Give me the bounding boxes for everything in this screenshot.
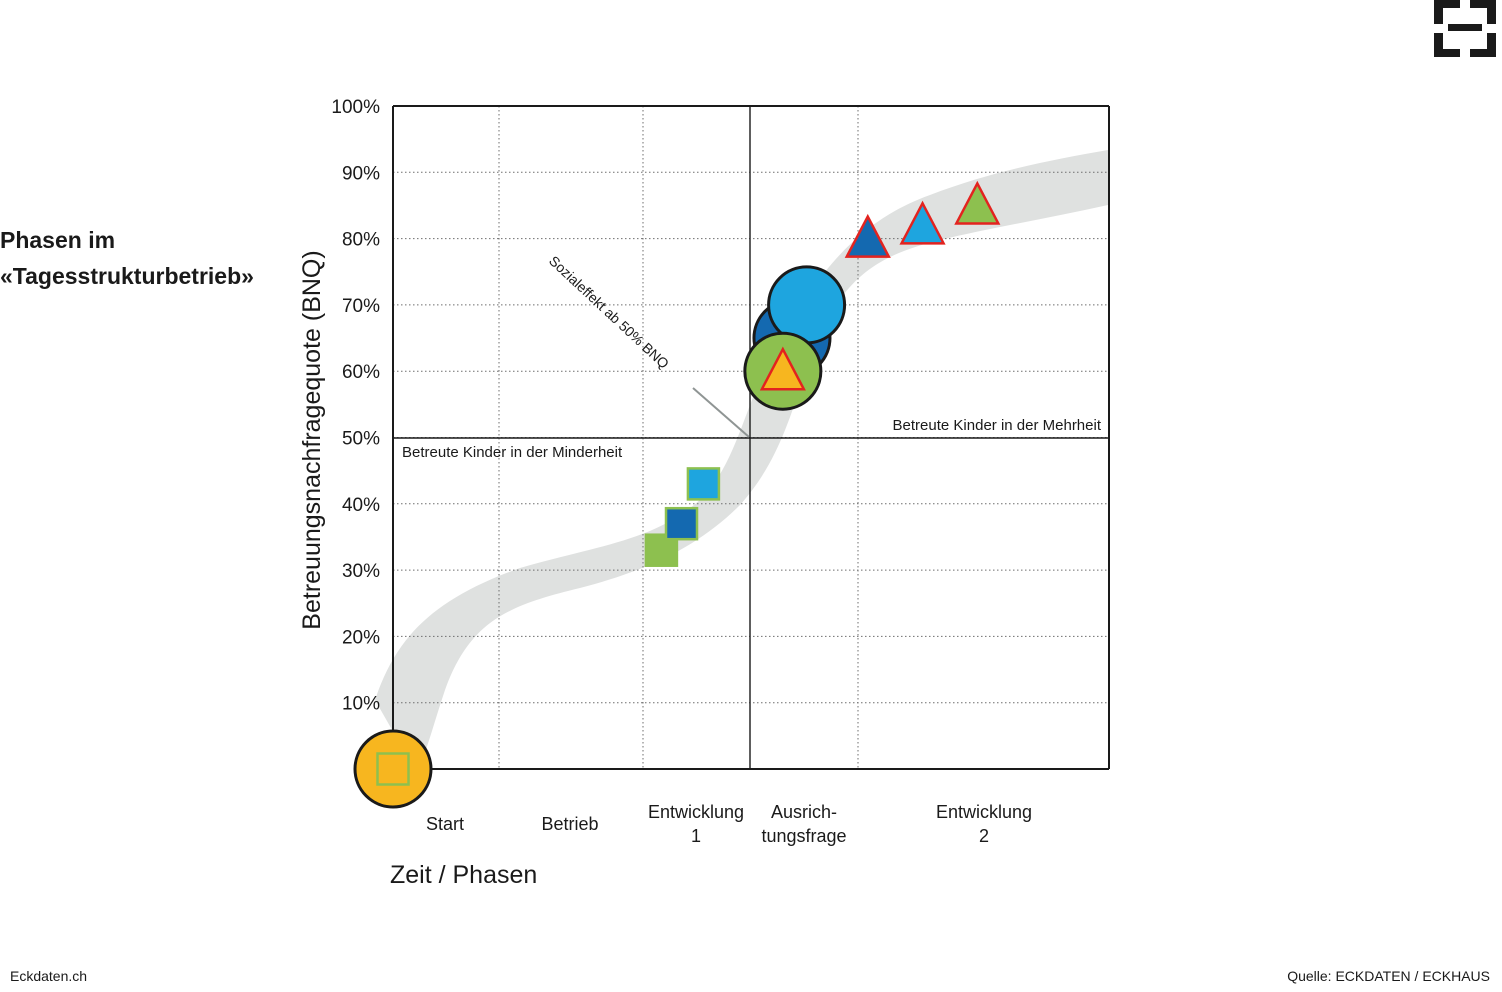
phase-label: Betrieb bbox=[541, 814, 598, 834]
marker-layer bbox=[353, 180, 1001, 809]
triangle-marker bbox=[759, 346, 806, 391]
phase-label: 2 bbox=[979, 826, 989, 846]
y-tick-label: 30% bbox=[342, 561, 380, 582]
square-marker bbox=[664, 506, 699, 541]
y-tick-label: 100% bbox=[331, 97, 380, 118]
y-tick-label: 60% bbox=[342, 362, 380, 383]
phase-label: Start bbox=[426, 814, 464, 834]
chart-heading-line-1: Phasen im bbox=[0, 227, 116, 253]
phase-label: Entwicklung bbox=[936, 802, 1032, 822]
square-marker bbox=[376, 752, 410, 786]
x-axis-title: Zeit / Phasen bbox=[390, 861, 537, 889]
y-tick-label: 40% bbox=[342, 495, 380, 516]
annotation-leader-line bbox=[692, 387, 750, 438]
y-tick-layer: 010%20%30%40%50%60%70%80%90%100% bbox=[331, 97, 380, 781]
y-tick-label: 10% bbox=[342, 694, 380, 715]
y-tick-label: 80% bbox=[342, 230, 380, 251]
phase-label: Entwicklung bbox=[648, 802, 744, 822]
y-tick-label: 90% bbox=[342, 163, 380, 184]
y-tick-label: 50% bbox=[342, 429, 380, 450]
y-tick-label: 20% bbox=[342, 627, 380, 648]
footer-source: Quelle: ECKDATEN / ECKHAUS bbox=[1287, 968, 1490, 984]
phase-label: 1 bbox=[691, 826, 701, 846]
y-tick-label: 70% bbox=[342, 296, 380, 317]
triangle-marker bbox=[954, 180, 1001, 225]
y-axis-title: Betreuungsnachfragequote (BNQ) bbox=[298, 250, 326, 629]
triangle-marker bbox=[899, 200, 946, 245]
chart-heading: Phasen im «Tagesstrukturbetrieb» bbox=[0, 222, 254, 294]
phase-label-layer: Start Betrieb Entwicklung 1 Ausrich-tungsfra… bbox=[426, 802, 1032, 846]
annotation-social-effect: Sozialeffekt ab 50% BNQ bbox=[546, 252, 672, 371]
phase-label: Ausrich- bbox=[771, 802, 837, 822]
trend-band bbox=[375, 150, 1108, 770]
triangle-marker bbox=[844, 213, 891, 258]
footer-site: Eckdaten.ch bbox=[10, 968, 88, 984]
eckhaus-logo-icon bbox=[1434, 0, 1496, 57]
chart-heading-line-2: «Tagesstrukturbetrieb» bbox=[0, 263, 254, 289]
region-label-minority: Betreute Kinder in der Minderheit bbox=[402, 444, 623, 461]
phase-label: tungsfrage bbox=[761, 826, 846, 846]
square-marker bbox=[686, 467, 721, 501]
region-label-majority: Betreute Kinder in der Mehrheit bbox=[893, 417, 1102, 434]
circle-marker bbox=[767, 265, 847, 345]
